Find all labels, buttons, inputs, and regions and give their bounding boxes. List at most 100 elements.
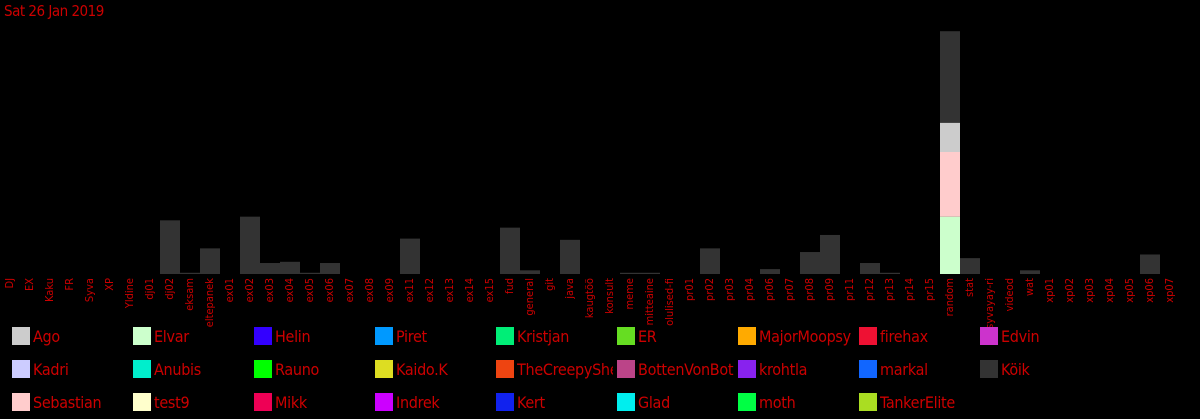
legend-item: Kaido.K [375,359,492,379]
legend-item: Rauno [254,359,371,379]
bar-general-Köik [520,270,540,274]
legend-swatch [133,327,151,345]
legend-swatch [254,327,272,345]
x-tick-label: git [543,278,556,291]
x-tick-label: pr15 [923,278,936,301]
x-tick-label: ex02 [243,278,256,302]
legend-label: Indrek [396,392,440,412]
legend-swatch [133,360,151,378]
legend-swatch [859,393,877,411]
legend-swatch [617,393,635,411]
x-tick-label: eltepanek [203,278,216,328]
x-tick-label: pr09 [823,278,836,301]
x-tick-label: xp06 [1143,278,1156,303]
x-tick-label: fud [503,278,516,294]
legend-label: Kadri [33,359,69,379]
legend-label: test9 [154,392,190,412]
x-tick-label: Kaku [43,278,56,302]
legend-label: Helin [275,326,311,346]
legend-label: Rauno [275,359,320,379]
x-tick-label: pr11 [843,278,856,301]
legend-swatch [12,360,30,378]
x-tick-label: pr08 [803,278,816,301]
x-tick-label: java [563,278,576,300]
x-tick-label: DJ [3,278,16,289]
legend-label: markal [880,359,928,379]
x-tick-label: stat [963,278,976,297]
legend-item: markal [859,359,976,379]
legend-swatch [12,393,30,411]
x-tick-label: ex07 [343,278,356,302]
legend-item: TankerElite [859,392,976,412]
legend-label: Anubis [154,359,201,379]
legend-item: Kadri [12,359,129,379]
legend-swatch [496,327,514,345]
x-tick-label: xp07 [1163,278,1176,303]
bar-xp06-Köik [1140,254,1160,274]
x-tick-label: syvayay-ri [983,278,996,329]
legend-item: Köik [980,359,1097,379]
x-tick-label: Yldine [123,278,136,309]
legend-item: ER [617,326,734,346]
legend-label: BottenVonBot [638,359,734,379]
x-tick-label: xp05 [1123,278,1136,303]
date-label: Sat 26 Jan 2019 [4,2,104,20]
legend-swatch [859,360,877,378]
legend-swatch [133,393,151,411]
legend-item: Elvar [133,326,250,346]
legend-label: Kaido.K [396,359,448,379]
legend-item: BottenVonBot [617,359,734,379]
legend-label: Glad [638,392,670,412]
x-tick-label: pr12 [863,278,876,301]
x-tick-label: wat [1023,278,1036,296]
bar-random-Köik [940,31,960,123]
legend-item: Helin [254,326,371,346]
legend-swatch [496,360,514,378]
legend-item: Indrek [375,392,492,412]
legend-item: moth [738,392,855,412]
x-tick-label: EX [23,278,36,291]
legend-label: TheCreepySheep [517,359,613,379]
legend-swatch [12,327,30,345]
bars-group [160,31,1160,274]
legend-label: Ago [33,326,60,346]
bar-random-Sebastian [940,152,960,217]
legend-swatch [738,360,756,378]
bar-ex11-Köik [400,238,420,274]
bar-pr12-Köik [860,263,880,274]
x-tick-label: ex01 [223,278,236,302]
legend-label: Köik [1001,359,1030,379]
x-tick-label: kaugtöö [583,278,596,318]
x-tick-labels: DJ EX Kaku FR Syva XP Yldine dj01 dj02 eksam eltep… [3,278,1176,329]
x-tick-label: pr07 [783,278,796,301]
x-tick-label: ex06 [323,278,336,302]
x-tick-label: dj02 [163,278,176,300]
x-tick-label: pr01 [683,278,696,301]
x-tick-label: ex04 [283,278,296,302]
legend-label: Elvar [154,326,189,346]
legend-item: Sebastian [12,392,129,412]
x-tick-label: general [523,278,536,316]
x-tick-label: pr06 [763,278,776,301]
x-tick-label: ex15 [483,278,496,302]
bar-ex05-Köik [300,272,320,274]
x-tick-label: ex05 [303,278,316,302]
x-tick-label: pr03 [723,278,736,301]
bar-fud-Köik [500,227,520,274]
bar-eksam-Köik [180,272,200,274]
x-tick-label: random [943,278,956,316]
legend-swatch [254,360,272,378]
legend-swatch [738,327,756,345]
bar-wat-Köik [1020,270,1040,274]
x-tick-label: ex08 [363,278,376,302]
bar-random-Ago [940,122,960,152]
legend-item: firehax [859,326,976,346]
legend-label: Kert [517,392,545,412]
x-tick-label: ex11 [403,278,416,302]
x-tick-label: ex14 [463,278,476,302]
legend-item: test9 [133,392,250,412]
x-tick-label: xp02 [1063,278,1076,303]
legend-label: firehax [880,326,928,346]
legend-swatch [375,327,393,345]
